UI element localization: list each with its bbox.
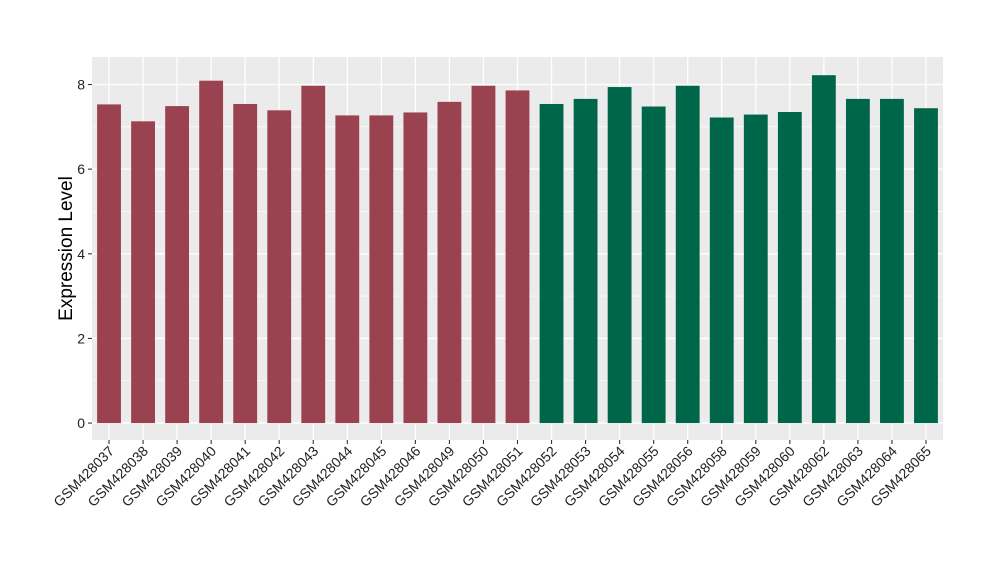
bar-GSM428038 [131,121,155,424]
y-tick-label: 4 [77,246,85,262]
bar-GSM428043 [301,85,326,424]
y-tick-label: 0 [77,415,85,431]
y-tick-label: 2 [77,330,85,346]
bar-GSM428056 [675,85,700,424]
bar-GSM428040 [199,80,224,424]
bar-GSM428065 [914,108,938,424]
y-axis-title: Expression Level [56,176,77,321]
bar-GSM428039 [165,106,190,424]
bar-GSM428058 [709,117,734,424]
bar-GSM428064 [880,98,904,424]
x-axis: GSM428037GSM428038GSM428039GSM428040GSM4… [50,440,934,510]
bar-GSM428042 [267,110,292,424]
bar-GSM428062 [811,75,836,424]
bar-GSM428052 [539,103,564,424]
bar-GSM428063 [845,98,870,424]
y-tick-label: 8 [77,77,85,93]
y-tick-label: 6 [77,161,85,177]
bar-GSM428046 [403,112,428,424]
bars [97,75,938,424]
bar-GSM428060 [777,112,802,424]
bar-GSM428055 [641,106,666,424]
bar-GSM428053 [573,98,598,424]
bar-GSM428049 [437,101,462,424]
bar-GSM428045 [369,115,394,424]
bar-GSM428054 [607,87,632,424]
bar-GSM428051 [505,90,530,424]
bar-GSM428050 [471,85,496,424]
bar-GSM428041 [233,103,258,424]
bar-GSM428059 [743,114,768,424]
bar-GSM428044 [335,115,360,424]
y-axis: 0 2 4 6 8 [77,77,92,431]
bar-GSM428037 [97,104,121,424]
